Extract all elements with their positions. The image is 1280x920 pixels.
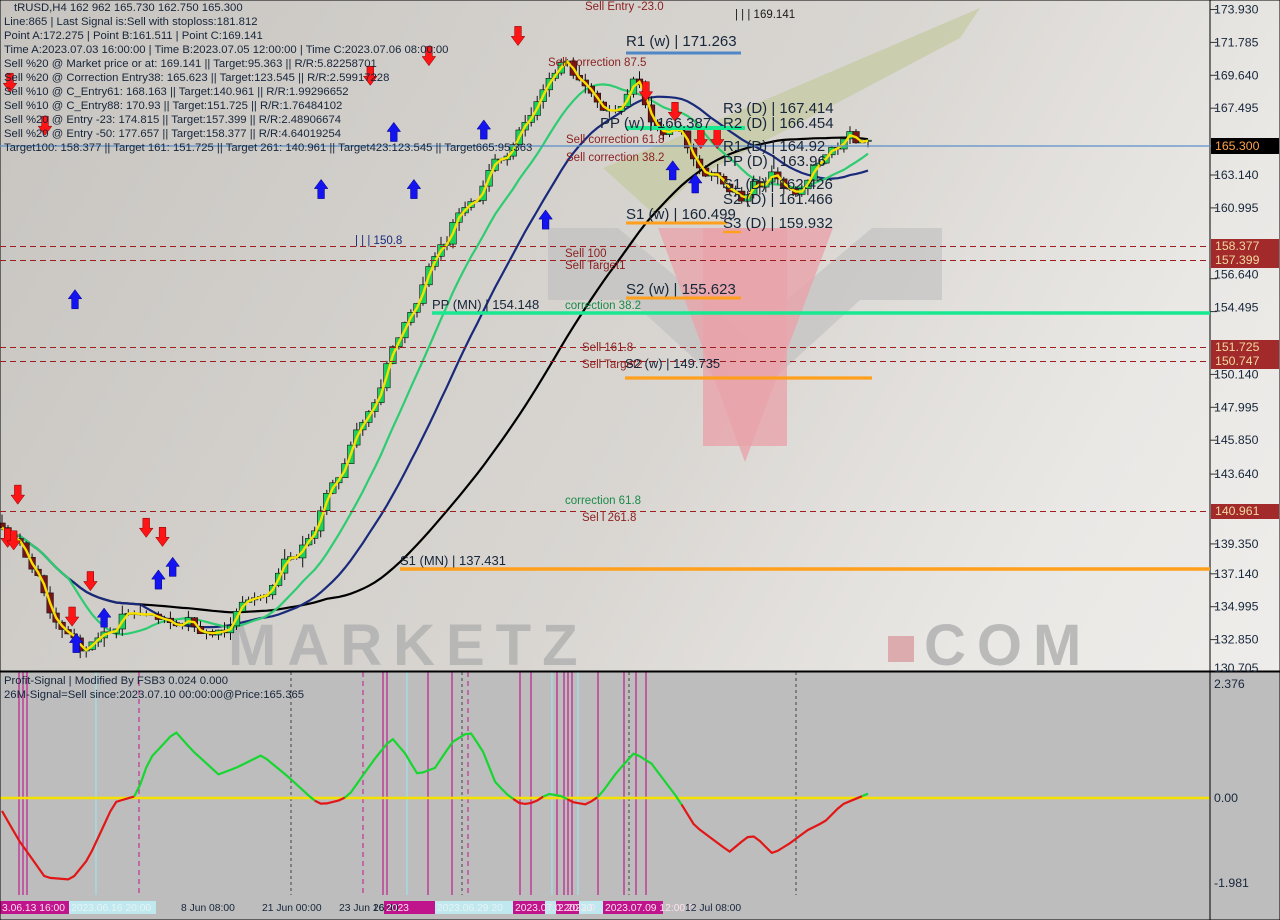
svg-text:139.350: 139.350: [1214, 537, 1259, 551]
svg-text:140.961: 140.961: [1215, 504, 1260, 518]
svg-text:Sell correction 61.8: Sell correction 61.8: [566, 134, 664, 146]
svg-text:Sell 161.8: Sell 161.8: [582, 342, 633, 354]
svg-text:2023.06.16 20:00: 2023.06.16 20:00: [71, 903, 151, 914]
svg-text:150.140: 150.140: [1214, 367, 1259, 381]
svg-text:Point A:172.275 | Point B:161.: Point A:172.275 | Point B:161.511 | Poin…: [4, 30, 263, 42]
svg-text:Sell %20 @ Entry -23: 174.815: Sell %20 @ Entry -23: 174.815 || Target:…: [4, 114, 341, 126]
svg-text:147.995: 147.995: [1214, 400, 1259, 414]
svg-text:S1 (w) | 160.499: S1 (w) | 160.499: [626, 206, 736, 223]
svg-text:2023.06.29 20: 2023.06.29 20: [437, 903, 503, 914]
svg-text:171.785: 171.785: [1214, 35, 1259, 49]
svg-text:S2 (w) | 149.735: S2 (w) | 149.735: [625, 356, 720, 371]
svg-text:165.300: 165.300: [1215, 139, 1260, 153]
svg-text:3.06.13 16:00: 3.06.13 16:00: [2, 903, 65, 914]
svg-text:8 Jun 08:00: 8 Jun 08:00: [181, 903, 235, 914]
svg-text:Profit-Signal | Modified By FS: Profit-Signal | Modified By FSB3 0.024 0…: [4, 675, 228, 687]
svg-text:S1 (MN) | 137.431: S1 (MN) | 137.431: [400, 553, 506, 568]
svg-text:Sell %20 @ Market price or at:: Sell %20 @ Market price or at: 169.141 |…: [4, 58, 377, 70]
svg-text:167.495: 167.495: [1214, 101, 1259, 115]
svg-text:PP (D) | 163.96: PP (D) | 163.96: [723, 153, 826, 170]
svg-text:137.140: 137.140: [1214, 567, 1259, 581]
svg-text:R1 (w) | 171.263: R1 (w) | 171.263: [626, 33, 737, 50]
svg-text:157.399: 157.399: [1215, 253, 1260, 267]
svg-text:COM: COM: [924, 613, 1092, 678]
svg-text:2023: 2023: [386, 903, 409, 914]
svg-text:163.140: 163.140: [1214, 168, 1259, 182]
svg-text:130.705: 130.705: [1214, 661, 1259, 675]
svg-text:S3 (D) | 159.932: S3 (D) | 159.932: [723, 215, 833, 232]
svg-text:Sell Entry -23.0: Sell Entry -23.0: [585, 1, 664, 13]
svg-text:151.725: 151.725: [1215, 340, 1260, 354]
svg-text:Sell 100: Sell 100: [565, 248, 607, 260]
svg-text:0.00: 0.00: [1214, 791, 1238, 805]
svg-text:169.640: 169.640: [1214, 68, 1259, 82]
svg-text:132.850: 132.850: [1214, 633, 1259, 647]
svg-text:S2 (w) | 155.623: S2 (w) | 155.623: [626, 281, 736, 298]
svg-text:Target100: 158.377 || Target 1: Target100: 158.377 || Target 161: 151.72…: [4, 142, 532, 154]
svg-text:160.995: 160.995: [1214, 201, 1259, 215]
svg-text:154.495: 154.495: [1214, 301, 1259, 315]
svg-text:12 Jul 08:00: 12 Jul 08:00: [685, 903, 741, 914]
svg-text:R2 (D) | 166.454: R2 (D) | 166.454: [723, 115, 834, 132]
svg-text:PP (w) | 166.387: PP (w) | 166.387: [600, 115, 711, 132]
svg-text:21 Jun 00:00: 21 Jun 00:00: [262, 903, 322, 914]
svg-text:150.747: 150.747: [1215, 354, 1260, 368]
svg-text:| | | 150.8: | | | 150.8: [355, 235, 402, 247]
svg-text:Time A:2023.07.03 16:00:00 | T: Time A:2023.07.03 16:00:00 | Time B:2023…: [4, 44, 448, 56]
svg-text:Sell %20 @ Entry -50: 177.657: Sell %20 @ Entry -50: 177.657 || Target:…: [4, 128, 341, 140]
svg-text:MARKETZ: MARKETZ: [228, 613, 589, 678]
svg-text:Sell %20 @ Correction Entry38:: Sell %20 @ Correction Entry38: 165.623 |…: [4, 72, 389, 84]
svg-text:Sell correction 87.5: Sell correction 87.5: [548, 57, 646, 69]
svg-text:134.995: 134.995: [1214, 600, 1259, 614]
svg-text:26M-Signal=Sell since:2023.07.: 26M-Signal=Sell since:2023.07.10 00:00:0…: [4, 689, 304, 701]
svg-text:Line:865 | Last Signal is:Sell: Line:865 | Last Signal is:Sell with stop…: [4, 16, 258, 28]
svg-text:158.377: 158.377: [1215, 239, 1260, 253]
svg-text:2.376: 2.376: [1214, 677, 1245, 691]
svg-text:156.640: 156.640: [1214, 268, 1259, 282]
svg-text:143.640: 143.640: [1214, 467, 1259, 481]
svg-text:correction 61.8: correction 61.8: [565, 495, 641, 507]
svg-text:173.930: 173.930: [1214, 3, 1259, 17]
svg-text:Sell %10 @ C_Entry88: 170.93 |: Sell %10 @ C_Entry88: 170.93 || Target:1…: [4, 100, 342, 112]
svg-text:tRUSD,H4 162 962 165.730 162.: tRUSD,H4 162 962 165.730 162.750 165.300: [14, 2, 243, 14]
svg-text:20: 20: [581, 903, 593, 914]
svg-text:S2 (D) | 161.466: S2 (D) | 161.466: [723, 191, 833, 208]
svg-text:Sell %10 @ C_Entry61: 168.163: Sell %10 @ C_Entry61: 168.163 || Target:…: [4, 86, 349, 98]
svg-text:2023.07.09 12:00 0: 2023.07.09 12:00 0: [605, 903, 694, 914]
svg-text:correction 38.2: correction 38.2: [565, 300, 641, 312]
svg-text:2 20: 2 20: [558, 903, 578, 914]
svg-text:| | | 169.141: | | | 169.141: [735, 9, 795, 21]
svg-text:-1.981: -1.981: [1214, 876, 1249, 890]
svg-text:145.850: 145.850: [1214, 433, 1259, 447]
svg-text:PP (MN) | 154.148: PP (MN) | 154.148: [432, 297, 539, 312]
svg-text:Sell correction 38.2: Sell correction 38.2: [566, 152, 664, 164]
svg-text:Sel l 261.8: Sel l 261.8: [582, 512, 636, 524]
svg-text:Sell Target1: Sell Target1: [565, 260, 626, 272]
